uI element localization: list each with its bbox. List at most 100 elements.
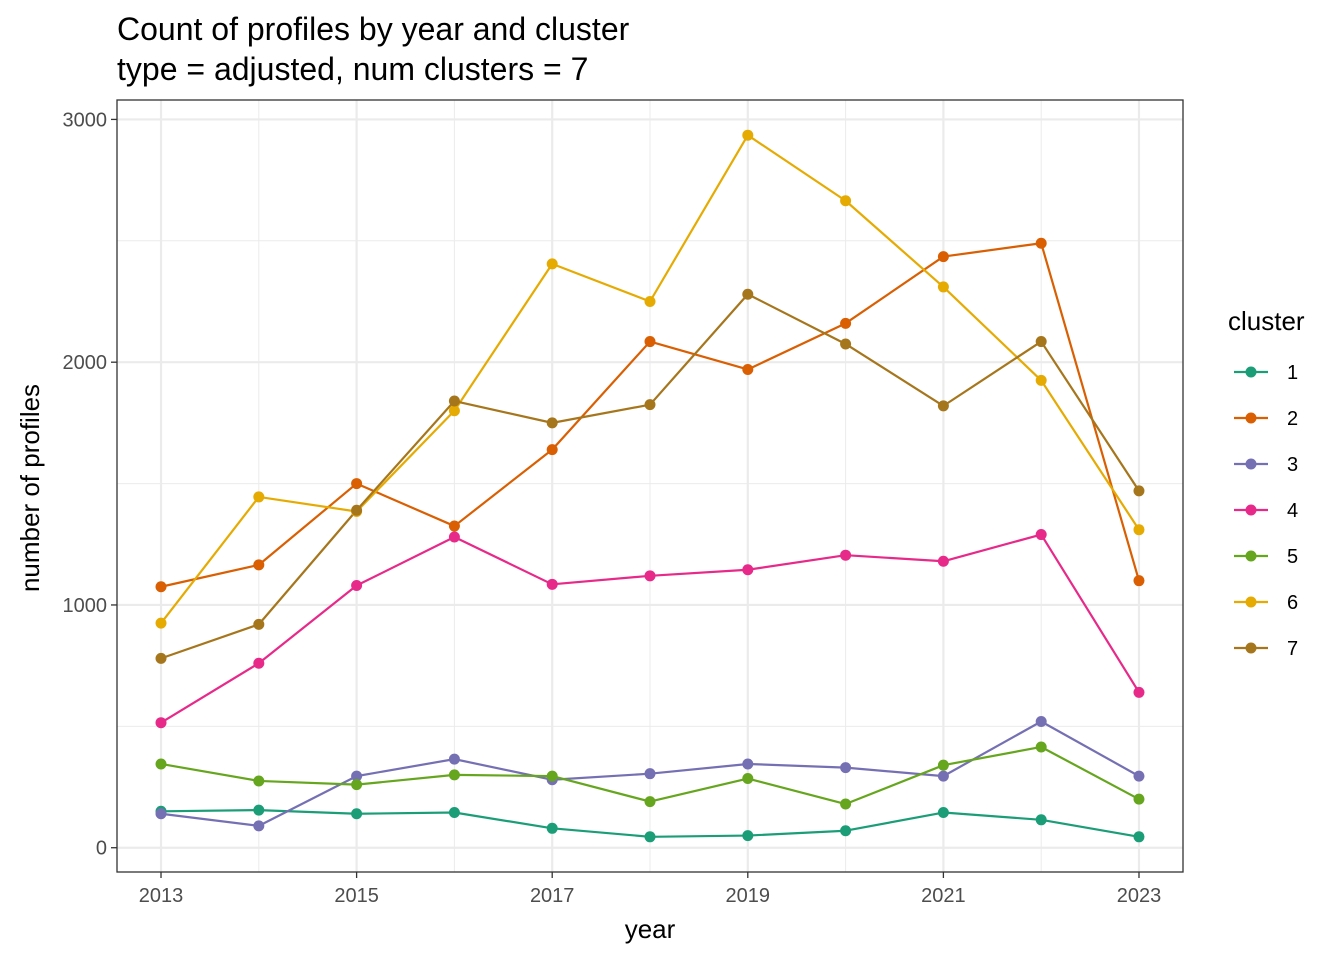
- data-point-cluster-7: [546, 417, 558, 429]
- data-point-cluster-7: [155, 652, 167, 664]
- y-axis: 0 1000 2000 3000: [63, 109, 117, 860]
- data-point-cluster-4: [1035, 529, 1047, 541]
- data-point-cluster-3: [937, 770, 949, 782]
- data-point-cluster-6: [1035, 374, 1047, 386]
- data-point-cluster-1: [742, 830, 754, 842]
- data-point-cluster-2: [253, 559, 265, 571]
- data-point-cluster-1: [351, 808, 363, 820]
- data-point-cluster-4: [155, 717, 167, 729]
- legend-key-point: [1245, 642, 1257, 654]
- data-point-cluster-4: [351, 580, 363, 592]
- data-point-cluster-4: [644, 570, 656, 582]
- data-point-cluster-4: [546, 578, 558, 590]
- data-point-cluster-4: [840, 549, 852, 561]
- x-tick-label: 2013: [139, 885, 184, 907]
- y-tick-label: 0: [96, 838, 107, 860]
- data-point-cluster-2: [1035, 237, 1047, 249]
- x-tick-label: 2019: [726, 885, 771, 907]
- data-point-cluster-7: [448, 395, 460, 407]
- data-point-cluster-1: [644, 831, 656, 843]
- data-point-cluster-3: [253, 820, 265, 832]
- data-point-cluster-7: [253, 618, 265, 630]
- data-point-cluster-1: [1133, 831, 1145, 843]
- data-point-cluster-7: [351, 504, 363, 516]
- legend-label-cluster-3: 3: [1287, 454, 1298, 476]
- grid: [117, 100, 1183, 872]
- data-point-cluster-6: [840, 195, 852, 207]
- data-point-cluster-7: [937, 400, 949, 412]
- legend: cluster 1 2 3 4 5 6 7: [1228, 306, 1305, 660]
- data-point-cluster-6: [1133, 524, 1145, 536]
- data-point-cluster-1: [1035, 814, 1047, 826]
- legend-label-cluster-7: 7: [1287, 638, 1298, 660]
- data-point-cluster-3: [155, 808, 167, 820]
- data-point-cluster-3: [1133, 770, 1145, 782]
- data-point-cluster-5: [155, 758, 167, 770]
- legend-key-point: [1245, 412, 1257, 424]
- y-axis-title: number of profiles: [15, 384, 45, 592]
- data-point-cluster-6: [937, 281, 949, 293]
- legend-label-cluster-5: 5: [1287, 546, 1298, 568]
- data-point-cluster-7: [644, 399, 656, 411]
- data-point-cluster-5: [351, 779, 363, 791]
- data-point-cluster-2: [742, 363, 754, 375]
- chart-subtitle: type = adjusted, num clusters = 7: [117, 51, 588, 87]
- data-point-cluster-7: [1035, 336, 1047, 348]
- legend-key-point: [1245, 550, 1257, 562]
- y-tick-label: 3000: [63, 109, 108, 131]
- data-point-cluster-4: [448, 531, 460, 543]
- data-point-cluster-5: [840, 798, 852, 810]
- data-point-cluster-1: [937, 807, 949, 819]
- legend-label-cluster-4: 4: [1287, 500, 1298, 522]
- y-tick-label: 1000: [63, 595, 108, 617]
- data-point-cluster-2: [1133, 575, 1145, 587]
- legend-key-point: [1245, 366, 1257, 378]
- data-point-cluster-5: [1035, 741, 1047, 753]
- data-point-cluster-6: [253, 491, 265, 503]
- data-point-cluster-7: [742, 288, 754, 300]
- x-tick-label: 2015: [334, 885, 379, 907]
- data-point-cluster-4: [937, 555, 949, 567]
- legend-key-point: [1245, 596, 1257, 608]
- x-tick-label: 2021: [921, 885, 966, 907]
- data-point-cluster-2: [840, 317, 852, 329]
- data-point-cluster-2: [155, 581, 167, 593]
- data-point-cluster-5: [937, 759, 949, 771]
- legend-label-cluster-2: 2: [1287, 408, 1298, 430]
- data-point-cluster-3: [448, 753, 460, 765]
- data-point-cluster-3: [1035, 715, 1047, 727]
- legend-key-point: [1245, 504, 1257, 516]
- data-point-cluster-1: [840, 825, 852, 837]
- legend-title: cluster: [1228, 306, 1305, 336]
- data-point-cluster-2: [546, 444, 558, 456]
- chart-title: Count of profiles by year and cluster: [117, 11, 630, 47]
- series-points: [155, 129, 1145, 843]
- data-point-cluster-6: [546, 258, 558, 270]
- data-point-cluster-5: [546, 770, 558, 782]
- legend-label-cluster-1: 1: [1287, 362, 1298, 384]
- data-point-cluster-3: [351, 770, 363, 782]
- legend-label-cluster-6: 6: [1287, 592, 1298, 614]
- data-point-cluster-3: [742, 758, 754, 770]
- data-point-cluster-4: [1133, 686, 1145, 698]
- x-tick-label: 2023: [1117, 885, 1162, 907]
- data-point-cluster-2: [351, 478, 363, 490]
- data-point-cluster-1: [546, 822, 558, 834]
- data-point-cluster-6: [742, 129, 754, 141]
- data-point-cluster-7: [1133, 485, 1145, 497]
- data-point-cluster-7: [840, 338, 852, 350]
- data-point-cluster-1: [448, 807, 460, 819]
- data-point-cluster-1: [253, 804, 265, 816]
- data-point-cluster-5: [644, 796, 656, 808]
- data-point-cluster-2: [448, 520, 460, 532]
- data-point-cluster-2: [644, 336, 656, 348]
- data-point-cluster-3: [644, 768, 656, 780]
- data-point-cluster-3: [840, 762, 852, 774]
- data-point-cluster-6: [644, 295, 656, 307]
- panel-border: [116, 99, 1184, 873]
- data-point-cluster-5: [253, 775, 265, 787]
- data-point-cluster-4: [253, 657, 265, 669]
- data-point-cluster-5: [1133, 793, 1145, 805]
- data-point-cluster-5: [448, 769, 460, 781]
